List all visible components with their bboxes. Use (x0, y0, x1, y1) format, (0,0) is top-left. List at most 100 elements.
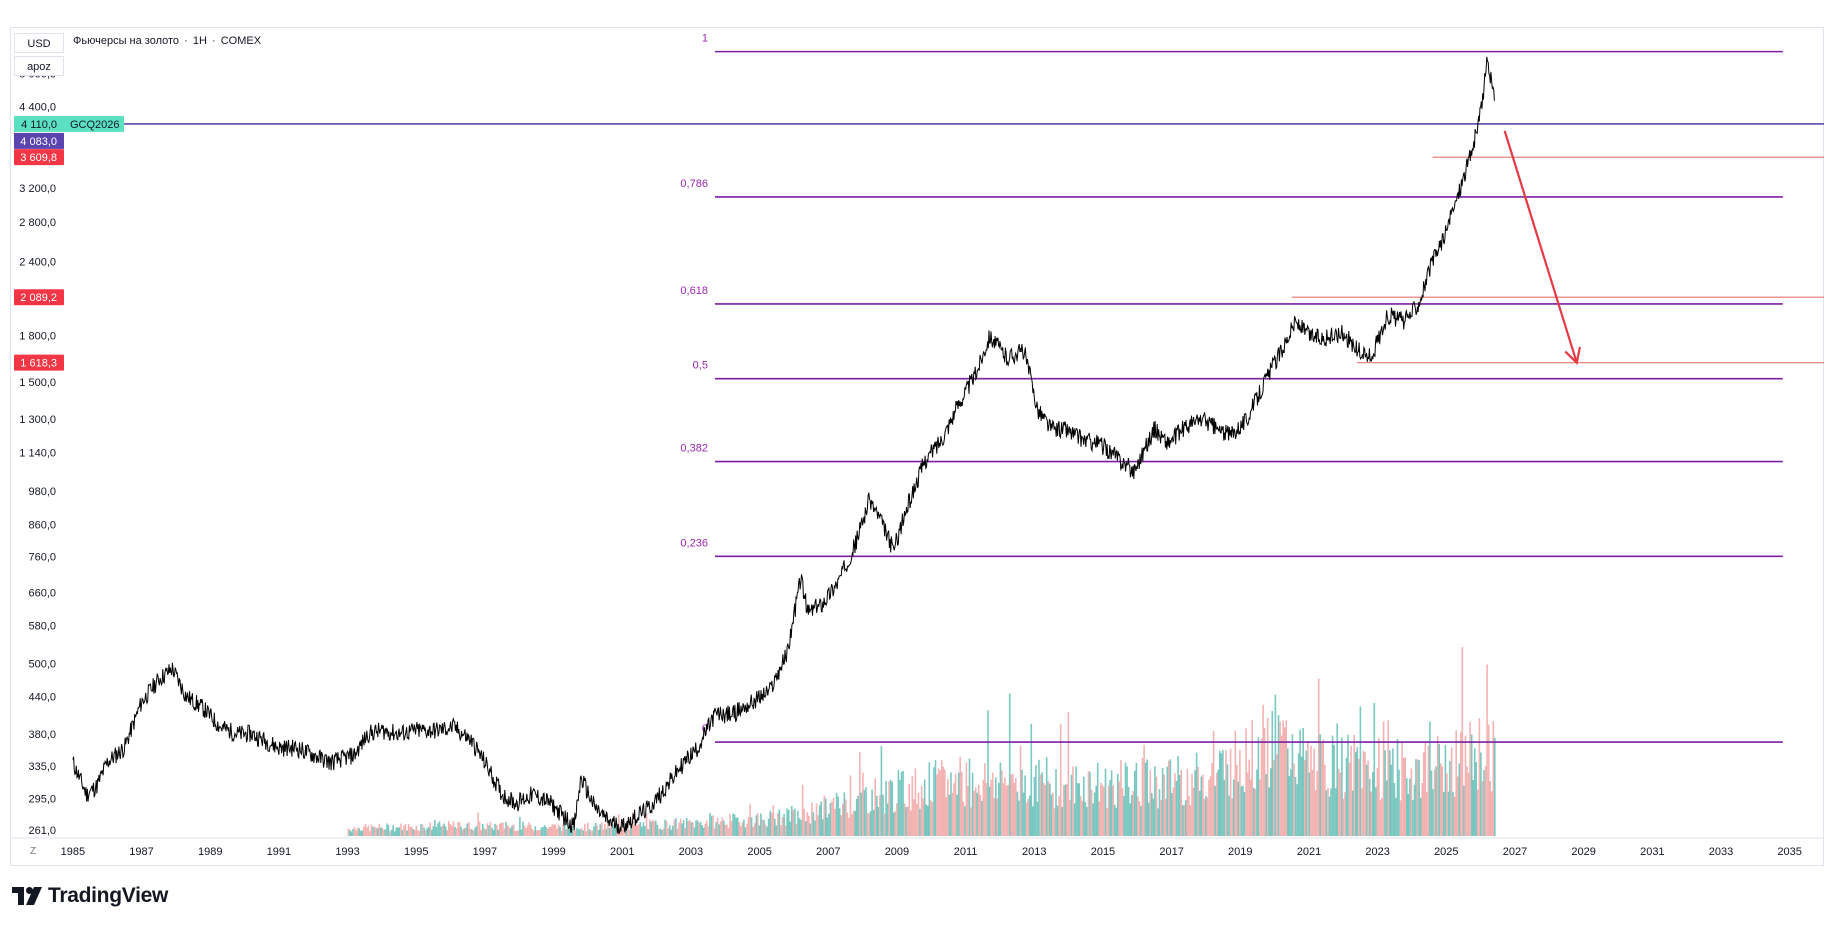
volume-bar (1237, 781, 1240, 836)
volume-bar (978, 784, 980, 836)
volume-bar (1279, 721, 1281, 836)
volume-bar (472, 830, 475, 836)
volume-bar (809, 823, 812, 836)
volume-bar (1273, 760, 1275, 836)
volume-bar (894, 811, 897, 836)
volume-bar (1215, 772, 1218, 836)
volume-bar (407, 823, 410, 836)
volume-bar (1083, 776, 1085, 836)
volume-bar (906, 806, 909, 836)
volume-bar (944, 769, 946, 836)
fib-level-label: 0,382 (680, 443, 708, 455)
volume-bar (1168, 760, 1170, 836)
volume-bar (1367, 760, 1369, 836)
volume-bar (568, 827, 571, 836)
volume-bar (979, 795, 982, 836)
volume-bar (970, 807, 972, 836)
arrow-head[interactable] (1564, 346, 1582, 365)
level-price-badge-bg (14, 149, 64, 166)
volume-bar (920, 785, 923, 836)
volume-bar (1025, 802, 1028, 836)
volume-bar (1231, 798, 1233, 836)
horizontal-levels[interactable] (66, 123, 1824, 364)
forecast-arrow[interactable] (1503, 130, 1582, 365)
volume-bar (719, 821, 722, 836)
volume-bar (605, 828, 608, 836)
volume-bar (1013, 782, 1016, 836)
volume-bar (667, 828, 669, 836)
volume-bar (1005, 785, 1008, 836)
volume-bar (709, 813, 711, 836)
volume-bar (429, 822, 431, 836)
volume-bar (1257, 737, 1260, 836)
volume-bar (1197, 767, 1199, 836)
volume-bar (446, 830, 448, 836)
brand-name: TradingView (48, 884, 169, 907)
volume-bar (480, 830, 482, 836)
volume-bar (601, 822, 603, 836)
volume-bar (494, 823, 496, 836)
arrow-shaft[interactable] (1503, 130, 1578, 364)
volume-bar (622, 828, 625, 836)
volume-bar (1169, 759, 1172, 836)
volume-bar (1412, 799, 1414, 836)
volume-bar (1325, 790, 1328, 836)
volume-bar (786, 808, 788, 836)
volume-bar (699, 821, 702, 836)
volume-bar (471, 829, 473, 836)
volume-bar (925, 804, 927, 836)
volume-bar (582, 830, 584, 836)
volume-bar (1002, 783, 1005, 836)
volume-bar (934, 760, 937, 836)
volume-bar (874, 778, 876, 836)
volume-bar (1382, 721, 1385, 836)
volume-bar (1151, 792, 1153, 836)
volume-bar (910, 810, 912, 836)
x-tick-label: 1997 (473, 846, 497, 858)
volume-bar (1347, 734, 1349, 836)
volume-bar (1419, 797, 1422, 836)
timezone-button[interactable]: Z (30, 846, 37, 857)
volume-bar (597, 830, 600, 836)
volume-bar (1098, 801, 1101, 836)
x-tick-label: 2011 (954, 846, 978, 858)
tradingview-brand[interactable]: TradingView (12, 884, 168, 908)
volume-bar (401, 830, 404, 836)
volume-bar (695, 820, 697, 836)
volume-bar (1175, 781, 1178, 836)
volume-bar (687, 821, 690, 836)
volume-bar (715, 822, 717, 836)
volume-bar (621, 829, 623, 836)
volume-bar (534, 826, 537, 836)
currency-button[interactable]: USD (14, 33, 64, 53)
volume-bar (437, 823, 439, 836)
volume-bar (919, 808, 921, 836)
volume-bar (1376, 768, 1379, 836)
y-tick-label: 335,0 (28, 761, 56, 773)
volume-bar (1446, 773, 1448, 836)
volume-bar (967, 786, 969, 836)
y-tick-label: 580,0 (28, 621, 56, 633)
volume-bar (806, 812, 809, 836)
price-axis[interactable]: 5 000,04 400,03 200,02 800,02 400,01 800… (19, 69, 56, 837)
volume-bar (808, 815, 810, 836)
time-axis[interactable]: 1985 1987 1989 1991 1993 1995 1997 1999 2001 2003… (10, 837, 1824, 858)
volume-bar (435, 826, 438, 836)
volume-bar (995, 777, 997, 836)
volume-bar (959, 756, 961, 836)
volume-bar (985, 783, 988, 836)
volume-bar (730, 821, 733, 836)
volume-bar (567, 823, 569, 836)
current-price-badge: 4 110,0 (21, 119, 57, 131)
volume-bar (1056, 805, 1059, 836)
volume-bar (1478, 718, 1481, 836)
scale-button[interactable]: apoz (14, 56, 64, 76)
volume-bar (945, 797, 948, 836)
volume-bar (1452, 792, 1454, 836)
volume-bar (1070, 774, 1073, 836)
volume-bar (823, 795, 826, 836)
volume-bar (1432, 789, 1434, 836)
volume-bar (982, 779, 985, 836)
